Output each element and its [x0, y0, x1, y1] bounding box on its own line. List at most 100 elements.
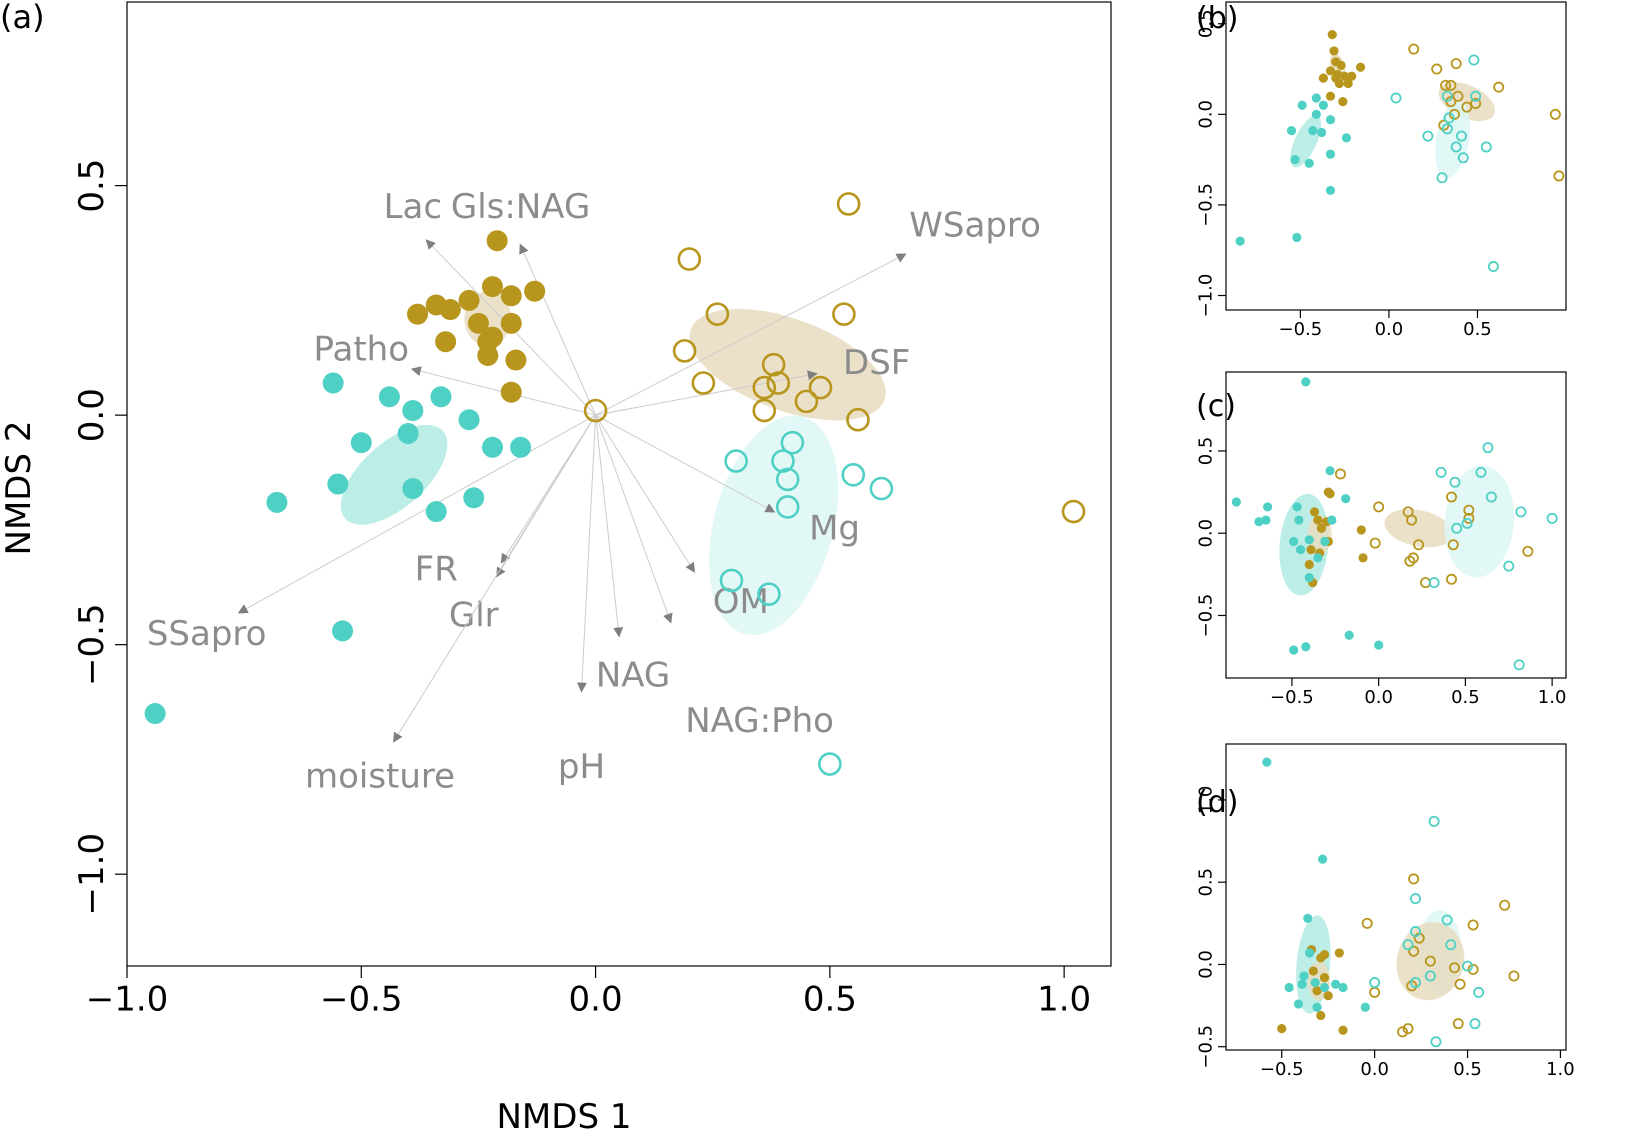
point-gold-filled [1319, 973, 1330, 983]
point-gold-open [705, 302, 730, 326]
point-teal-filled [397, 423, 419, 445]
point-gold-open [1407, 552, 1419, 564]
point-gold-open [1553, 170, 1565, 182]
point-teal-filled [1294, 515, 1304, 525]
point-teal-open [1503, 560, 1515, 572]
point-gold-filled [1329, 46, 1339, 56]
point-gold-filled [1358, 553, 1368, 563]
point-teal-open [1369, 977, 1381, 989]
vector-label: Lac [384, 187, 442, 227]
vector-ph [576, 415, 597, 693]
point-gold-filled [486, 230, 508, 252]
point-teal-filled [1304, 573, 1314, 583]
ellipse-gold-open [689, 308, 886, 421]
point-teal-filled [266, 491, 288, 513]
point-teal-open [724, 449, 748, 473]
vector-label: WSapro [909, 205, 1041, 245]
point-gold-open [1373, 501, 1385, 513]
ellipse-group-3 [1396, 922, 1465, 1001]
point-teal-open [775, 495, 800, 519]
point-teal-filled [1290, 155, 1300, 165]
ellipse-group-3 [1444, 465, 1515, 578]
point-gold-open [1499, 899, 1511, 911]
point-teal-filled [1317, 127, 1327, 138]
point-teal-filled [1308, 126, 1318, 136]
y-tick-label: 0.5 [1196, 868, 1217, 897]
point-gold-filled [458, 289, 480, 311]
point-teal-filled [1313, 553, 1323, 563]
point-gold-filled [1323, 991, 1333, 1001]
point-gold-filled [407, 303, 429, 325]
point-gold-open [1454, 978, 1466, 990]
x-tick-label: 1.0 [1546, 1059, 1575, 1080]
panel-a: (a) Lac Gls:NAG WSapro Patho DSF Mg FR Glr SSapr… [0, 0, 1112, 1137]
point-teal-filled [1235, 236, 1245, 246]
vector-label: SSapro [147, 614, 267, 654]
point-teal-open [1462, 960, 1474, 972]
plot-frame [1225, 743, 1567, 1051]
panel-b-plot: −0.5 0.0 0.5 −1.0 −0.5 0.0 0.5 [1196, 1, 1567, 340]
point-teal-filled [378, 386, 400, 408]
y-tick-label: 0.0 [1196, 950, 1217, 979]
point-teal-filled [1254, 517, 1264, 527]
point-gold-open [1413, 539, 1425, 551]
point-teal-open [1450, 141, 1462, 153]
y-tick-label: 0.0 [72, 388, 112, 442]
point-teal-filled [1311, 109, 1321, 119]
x-axis-title: NMDS 1 [497, 1097, 632, 1137]
vector-label: FR [415, 550, 458, 590]
point-gold-open [794, 389, 819, 414]
panel-b: (b) −0.5 0.0 0.5 −1.0 −0.5 0.0 0.5 [1196, 1, 1567, 340]
panel-a-tag: (a) [0, 0, 45, 36]
x-tick-label: 0.0 [1360, 1059, 1389, 1080]
point-gold-open [832, 302, 856, 326]
point-teal-filled [327, 473, 349, 495]
point-teal-open [1428, 577, 1440, 589]
point-teal-filled [1297, 100, 1307, 110]
point-gold-open [1470, 97, 1482, 109]
point-teal-filled [1320, 536, 1330, 547]
point-gold-open [808, 375, 833, 400]
point-gold-filled [1277, 1024, 1287, 1034]
point-teal-open [1410, 893, 1422, 905]
point-teal-open [1441, 90, 1453, 102]
point-teal-filled [458, 409, 480, 431]
point-gold-filled [1325, 66, 1336, 76]
point-gold-filled [505, 349, 527, 371]
point-gold-open [1431, 63, 1443, 75]
point-teal-filled [1293, 999, 1304, 1009]
point-gold-open [1424, 955, 1436, 967]
point-teal-open [1485, 491, 1497, 503]
point-gold-filled [1338, 97, 1348, 107]
panel-c: (c) −0.5 0.0 0.5 1.0 −0.5 0.0 0.5 [1196, 371, 1567, 708]
x-tick-label: 0.5 [1453, 1059, 1482, 1080]
point-gold-open [1522, 545, 1534, 557]
vector-om [595, 414, 696, 573]
point-gold-open [1447, 539, 1459, 551]
vector-gls-nag [519, 243, 597, 416]
x-tick-label: 0.0 [1364, 687, 1393, 708]
y-tick-label: −0.5 [1196, 1025, 1217, 1069]
point-teal-open [1469, 1018, 1481, 1030]
point-teal-filled [1301, 377, 1311, 387]
panel-d: (d) −0.5 0.0 0.5 1.0 −0.5 0.0 0.5 1.0 [1196, 743, 1575, 1080]
point-teal-open [757, 582, 781, 606]
plot-frame [126, 1, 1112, 967]
point-teal-filled [1297, 979, 1307, 989]
point-gold-open [1440, 79, 1452, 91]
panel-c-plot: −0.5 0.0 0.5 1.0 −0.5 0.0 0.5 [1196, 371, 1567, 708]
y-tick-label: 1.0 [1196, 786, 1217, 815]
point-gold-filled [467, 312, 489, 334]
point-teal-open [818, 752, 842, 776]
point-teal-filled [481, 436, 503, 458]
point-teal-filled [1318, 100, 1328, 110]
y-tick-label: 0.5 [1196, 9, 1217, 38]
point-gold-open [1361, 917, 1373, 929]
point-teal-filled [1312, 1002, 1322, 1012]
point-teal-open [1445, 939, 1457, 951]
point-teal-filled [1292, 502, 1302, 512]
x-tick-label: 0.5 [1451, 687, 1480, 708]
point-teal-open [1470, 90, 1482, 102]
